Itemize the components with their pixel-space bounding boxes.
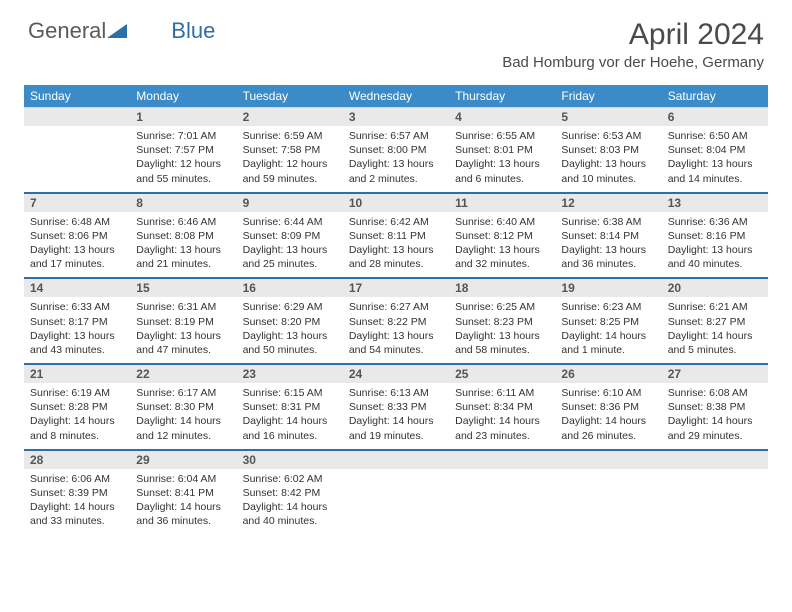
week-row-details: Sunrise: 6:33 AMSunset: 8:17 PMDaylight:… bbox=[24, 297, 768, 364]
day-details: Sunrise: 6:19 AMSunset: 8:28 PMDaylight:… bbox=[24, 383, 130, 450]
day-of-week-header-row: Sunday Monday Tuesday Wednesday Thursday… bbox=[24, 85, 768, 108]
logo-triangle-icon bbox=[107, 18, 127, 44]
day-number: 22 bbox=[130, 364, 236, 383]
day-number: 27 bbox=[662, 364, 768, 383]
dow-sunday: Sunday bbox=[24, 85, 130, 108]
week-row-details: Sunrise: 6:06 AMSunset: 8:39 PMDaylight:… bbox=[24, 469, 768, 535]
location-subtitle: Bad Homburg vor der Hoehe, Germany bbox=[502, 54, 764, 71]
day-details: Sunrise: 6:13 AMSunset: 8:33 PMDaylight:… bbox=[343, 383, 449, 450]
brand-part2: Blue bbox=[171, 18, 215, 44]
day-details: Sunrise: 6:29 AMSunset: 8:20 PMDaylight:… bbox=[237, 297, 343, 364]
day-number: 12 bbox=[555, 193, 661, 212]
day-number: 5 bbox=[555, 108, 661, 127]
day-details: Sunrise: 7:01 AMSunset: 7:57 PMDaylight:… bbox=[130, 126, 236, 193]
day-number: 28 bbox=[24, 450, 130, 469]
day-details: Sunrise: 6:27 AMSunset: 8:22 PMDaylight:… bbox=[343, 297, 449, 364]
day-number: 20 bbox=[662, 278, 768, 297]
day-number: 14 bbox=[24, 278, 130, 297]
dow-saturday: Saturday bbox=[662, 85, 768, 108]
day-details: Sunrise: 6:40 AMSunset: 8:12 PMDaylight:… bbox=[449, 212, 555, 279]
day-number: 7 bbox=[24, 193, 130, 212]
day-number: 15 bbox=[130, 278, 236, 297]
day-number: 9 bbox=[237, 193, 343, 212]
day-number bbox=[449, 450, 555, 469]
day-details: Sunrise: 6:55 AMSunset: 8:01 PMDaylight:… bbox=[449, 126, 555, 193]
title-block: April 2024 Bad Homburg vor der Hoehe, Ge… bbox=[502, 18, 764, 71]
day-number: 23 bbox=[237, 364, 343, 383]
week-row-details: Sunrise: 6:19 AMSunset: 8:28 PMDaylight:… bbox=[24, 383, 768, 450]
day-number: 26 bbox=[555, 364, 661, 383]
day-details: Sunrise: 6:57 AMSunset: 8:00 PMDaylight:… bbox=[343, 126, 449, 193]
day-number: 24 bbox=[343, 364, 449, 383]
day-details: Sunrise: 6:10 AMSunset: 8:36 PMDaylight:… bbox=[555, 383, 661, 450]
dow-tuesday: Tuesday bbox=[237, 85, 343, 108]
day-number: 4 bbox=[449, 108, 555, 127]
day-details: Sunrise: 6:59 AMSunset: 7:58 PMDaylight:… bbox=[237, 126, 343, 193]
dow-thursday: Thursday bbox=[449, 85, 555, 108]
day-details bbox=[662, 469, 768, 535]
day-number: 18 bbox=[449, 278, 555, 297]
dow-monday: Monday bbox=[130, 85, 236, 108]
week-row-nums: 7 8 9 10 11 12 13 bbox=[24, 193, 768, 212]
page-header: General Blue April 2024 Bad Homburg vor … bbox=[0, 0, 792, 79]
day-details bbox=[555, 469, 661, 535]
day-details bbox=[24, 126, 130, 193]
day-details: Sunrise: 6:21 AMSunset: 8:27 PMDaylight:… bbox=[662, 297, 768, 364]
day-number: 17 bbox=[343, 278, 449, 297]
day-number: 10 bbox=[343, 193, 449, 212]
day-number bbox=[24, 108, 130, 127]
day-details bbox=[343, 469, 449, 535]
week-row-nums: 14 15 16 17 18 19 20 bbox=[24, 278, 768, 297]
day-number: 11 bbox=[449, 193, 555, 212]
day-number: 16 bbox=[237, 278, 343, 297]
day-details: Sunrise: 6:48 AMSunset: 8:06 PMDaylight:… bbox=[24, 212, 130, 279]
day-number: 19 bbox=[555, 278, 661, 297]
day-details: Sunrise: 6:31 AMSunset: 8:19 PMDaylight:… bbox=[130, 297, 236, 364]
day-details: Sunrise: 6:50 AMSunset: 8:04 PMDaylight:… bbox=[662, 126, 768, 193]
dow-friday: Friday bbox=[555, 85, 661, 108]
day-details: Sunrise: 6:04 AMSunset: 8:41 PMDaylight:… bbox=[130, 469, 236, 535]
day-number: 30 bbox=[237, 450, 343, 469]
brand-part1: General bbox=[28, 18, 106, 44]
day-number: 21 bbox=[24, 364, 130, 383]
calendar-table: Sunday Monday Tuesday Wednesday Thursday… bbox=[24, 85, 768, 534]
brand-logo: General Blue bbox=[28, 18, 215, 44]
day-details: Sunrise: 6:36 AMSunset: 8:16 PMDaylight:… bbox=[662, 212, 768, 279]
day-details: Sunrise: 6:08 AMSunset: 8:38 PMDaylight:… bbox=[662, 383, 768, 450]
day-details: Sunrise: 6:38 AMSunset: 8:14 PMDaylight:… bbox=[555, 212, 661, 279]
day-number bbox=[343, 450, 449, 469]
day-number bbox=[662, 450, 768, 469]
week-row-details: Sunrise: 7:01 AMSunset: 7:57 PMDaylight:… bbox=[24, 126, 768, 193]
week-row-nums: 1 2 3 4 5 6 bbox=[24, 108, 768, 127]
day-number: 25 bbox=[449, 364, 555, 383]
week-row-nums: 28 29 30 bbox=[24, 450, 768, 469]
day-details: Sunrise: 6:44 AMSunset: 8:09 PMDaylight:… bbox=[237, 212, 343, 279]
day-number bbox=[555, 450, 661, 469]
week-row-details: Sunrise: 6:48 AMSunset: 8:06 PMDaylight:… bbox=[24, 212, 768, 279]
day-number: 3 bbox=[343, 108, 449, 127]
day-number: 2 bbox=[237, 108, 343, 127]
month-title: April 2024 bbox=[502, 18, 764, 52]
day-details: Sunrise: 6:42 AMSunset: 8:11 PMDaylight:… bbox=[343, 212, 449, 279]
day-number: 1 bbox=[130, 108, 236, 127]
day-details: Sunrise: 6:02 AMSunset: 8:42 PMDaylight:… bbox=[237, 469, 343, 535]
day-details: Sunrise: 6:25 AMSunset: 8:23 PMDaylight:… bbox=[449, 297, 555, 364]
day-details bbox=[449, 469, 555, 535]
day-details: Sunrise: 6:53 AMSunset: 8:03 PMDaylight:… bbox=[555, 126, 661, 193]
day-details: Sunrise: 6:15 AMSunset: 8:31 PMDaylight:… bbox=[237, 383, 343, 450]
day-details: Sunrise: 6:17 AMSunset: 8:30 PMDaylight:… bbox=[130, 383, 236, 450]
day-number: 8 bbox=[130, 193, 236, 212]
day-number: 6 bbox=[662, 108, 768, 127]
day-details: Sunrise: 6:06 AMSunset: 8:39 PMDaylight:… bbox=[24, 469, 130, 535]
day-details: Sunrise: 6:46 AMSunset: 8:08 PMDaylight:… bbox=[130, 212, 236, 279]
day-details: Sunrise: 6:33 AMSunset: 8:17 PMDaylight:… bbox=[24, 297, 130, 364]
day-details: Sunrise: 6:11 AMSunset: 8:34 PMDaylight:… bbox=[449, 383, 555, 450]
day-number: 13 bbox=[662, 193, 768, 212]
day-details: Sunrise: 6:23 AMSunset: 8:25 PMDaylight:… bbox=[555, 297, 661, 364]
dow-wednesday: Wednesday bbox=[343, 85, 449, 108]
week-row-nums: 21 22 23 24 25 26 27 bbox=[24, 364, 768, 383]
day-number: 29 bbox=[130, 450, 236, 469]
